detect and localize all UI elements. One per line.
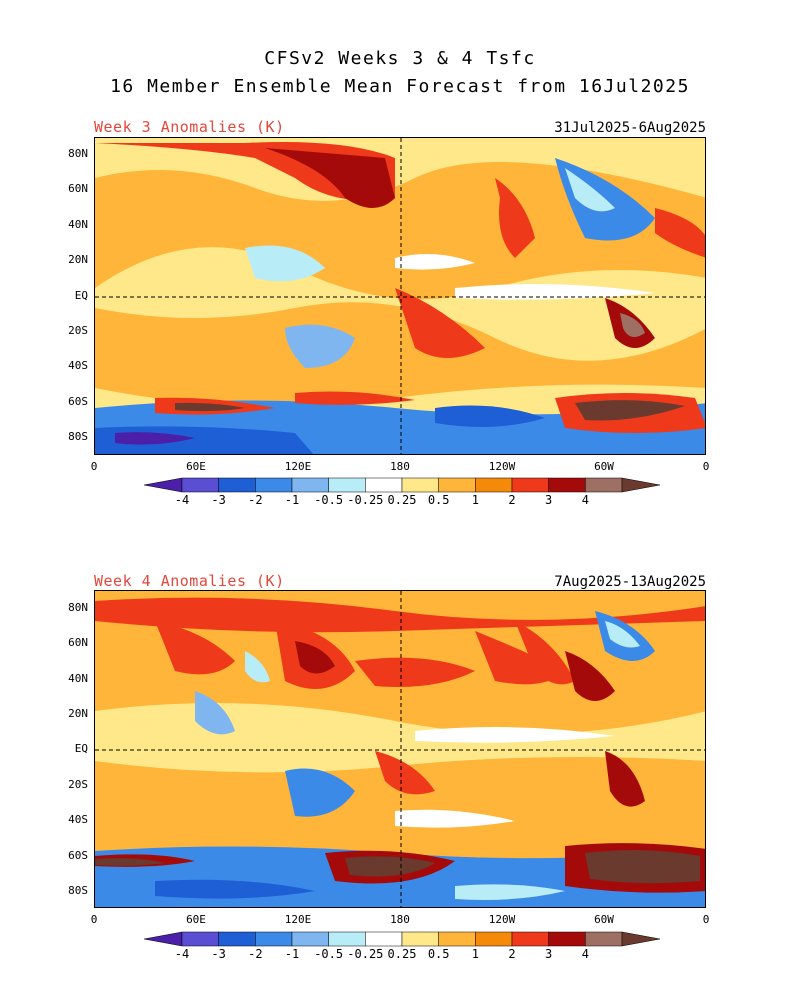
colorbar-label: 0.25 [387, 493, 417, 507]
lat-tick: 60N [68, 636, 88, 649]
colorbar-swatch [511, 477, 549, 493]
colorbar-label: 4 [581, 493, 589, 507]
colorbar-swatch [255, 477, 293, 493]
colorbar-swatch [548, 931, 586, 947]
colorbar-label: 1 [471, 947, 479, 961]
week3-date-range: 31Jul2025-6Aug2025 [554, 120, 706, 136]
colorbar-swatch [548, 477, 586, 493]
lon-tick: 60W [594, 460, 614, 473]
week3-panel-label: Week 3 Anomalies (K) [94, 118, 285, 136]
lon-tick: 180 [390, 460, 410, 473]
colorbar-swatch [291, 931, 329, 947]
chart-title-line-1: CFSv2 Weeks 3 & 4 Tsfc [264, 48, 536, 69]
colorbar-label: -3 [211, 947, 226, 961]
colorbar-swatch [218, 931, 256, 947]
colorbar-right-arrow [621, 477, 661, 493]
colorbar-label: 0.25 [387, 947, 417, 961]
colorbar-swatch [255, 931, 293, 947]
week3-colorbar [143, 476, 661, 510]
colorbar-swatch [328, 931, 366, 947]
colorbar-label: -2 [248, 493, 263, 507]
lat-tick: 80S [68, 884, 88, 897]
colorbar-swatch [401, 931, 439, 947]
lat-tick: EQ [74, 289, 88, 302]
lat-tick: EQ [74, 742, 88, 755]
colorbar-swatch [181, 931, 219, 947]
colorbar-swatch [585, 931, 623, 947]
colorbar-swatch [365, 477, 403, 493]
colorbar-swatch [511, 931, 549, 947]
colorbar-label: -1 [284, 493, 300, 507]
lat-tick: 20S [68, 324, 88, 337]
colorbar-label: 0.5 [427, 947, 450, 961]
colorbar-swatch [475, 477, 513, 493]
week4-map-svg [95, 591, 705, 907]
colorbar-left-arrow [143, 931, 183, 947]
week4-panel-label: Week 4 Anomalies (K) [94, 572, 285, 590]
colorbar-label: -0.5 [314, 947, 344, 961]
week3-map-svg [95, 138, 705, 454]
lon-tick: 60E [186, 460, 206, 473]
lon-tick: 0 [90, 913, 98, 926]
colorbar-right-arrow [621, 931, 661, 947]
week3-colorbar-svg [143, 477, 661, 493]
colorbar-label: 3 [545, 493, 553, 507]
lat-tick: 20N [68, 253, 88, 266]
lat-tick: 60S [68, 395, 88, 408]
lon-tick: 60E [186, 913, 206, 926]
lat-tick: 80N [68, 147, 88, 160]
lat-tick: 40S [68, 813, 88, 826]
colorbar-label: -3 [211, 493, 226, 507]
colorbar-swatch [475, 931, 513, 947]
colorbar-label: -0.5 [314, 493, 344, 507]
lon-tick: 120E [284, 460, 312, 473]
colorbar-left-arrow [143, 477, 183, 493]
colorbar-swatch [585, 477, 623, 493]
lat-tick: 40N [68, 218, 88, 231]
week4-colorbar-svg [143, 931, 661, 947]
colorbar-label: -0.25 [347, 947, 384, 961]
colorbar-label: -1 [284, 947, 300, 961]
lon-tick: 120W [488, 913, 516, 926]
colorbar-label: -4 [174, 947, 190, 961]
colorbar-label: 0.5 [427, 493, 450, 507]
colorbar-label: -4 [174, 493, 190, 507]
lon-tick: 120E [284, 913, 312, 926]
colorbar-label: -0.25 [347, 493, 384, 507]
colorbar-label: 1 [471, 493, 479, 507]
colorbar-label: 2 [508, 947, 516, 961]
lon-tick: 60W [594, 913, 614, 926]
colorbar-swatch [365, 931, 403, 947]
week4-date-range: 7Aug2025-13Aug2025 [554, 574, 706, 590]
colorbar-swatch [401, 477, 439, 493]
lat-tick: 80N [68, 601, 88, 614]
lat-tick: 20S [68, 778, 88, 791]
lat-tick: 40N [68, 672, 88, 685]
colorbar-swatch [291, 477, 329, 493]
lat-tick: 60S [68, 849, 88, 862]
lon-tick: 0 [702, 460, 710, 473]
lon-tick: 0 [702, 913, 710, 926]
colorbar-swatch [328, 477, 366, 493]
colorbar-swatch [218, 477, 256, 493]
lat-tick: 60N [68, 182, 88, 195]
colorbar-label: 4 [581, 947, 589, 961]
lat-tick: 80S [68, 430, 88, 443]
lon-tick: 120W [488, 460, 516, 473]
colorbar-swatch [181, 477, 219, 493]
lat-tick: 20N [68, 707, 88, 720]
lon-tick: 180 [390, 913, 410, 926]
chart-title-line-2: 16 Member Ensemble Mean Forecast from 16… [110, 76, 690, 97]
lon-tick: 0 [90, 460, 98, 473]
lat-tick: 40S [68, 359, 88, 372]
colorbar-label: 3 [545, 947, 553, 961]
colorbar-swatch [438, 931, 476, 947]
week4-colorbar [143, 930, 661, 964]
colorbar-label: 2 [508, 493, 516, 507]
colorbar-swatch [438, 477, 476, 493]
week3-map [94, 137, 706, 455]
colorbar-label: -2 [248, 947, 263, 961]
week4-map [94, 590, 706, 908]
